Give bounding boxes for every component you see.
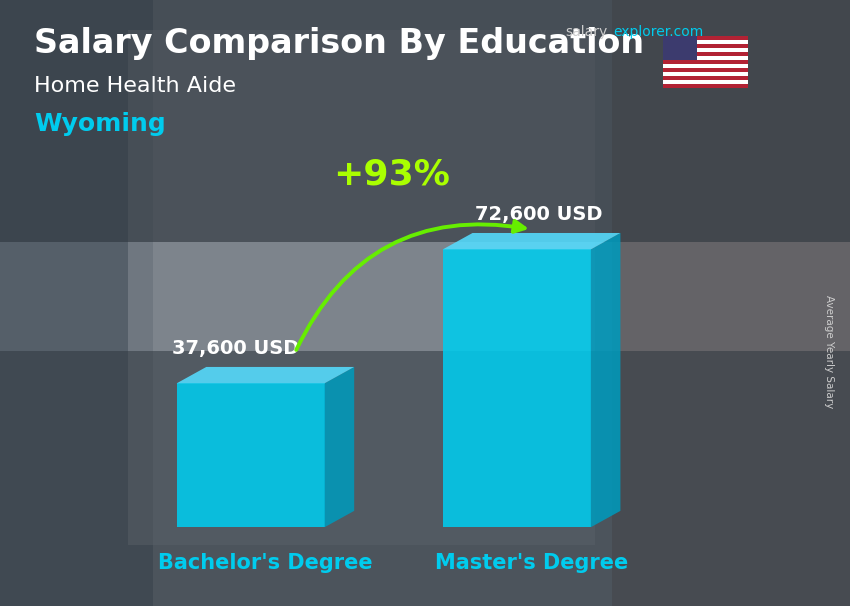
Text: Home Health Aide: Home Health Aide	[34, 76, 236, 96]
Text: Average Yearly Salary: Average Yearly Salary	[824, 295, 834, 408]
Text: Master's Degree: Master's Degree	[435, 553, 628, 573]
Bar	[663, 41, 748, 44]
Bar	[663, 68, 748, 72]
Bar	[663, 36, 697, 60]
Polygon shape	[177, 384, 325, 527]
Bar	[0, 351, 850, 606]
Bar	[0, 0, 153, 606]
Bar	[612, 0, 850, 606]
Text: 72,600 USD: 72,600 USD	[475, 205, 603, 224]
Text: explorer.com: explorer.com	[614, 25, 704, 39]
Bar	[663, 44, 748, 48]
Bar	[663, 76, 748, 80]
Polygon shape	[591, 233, 620, 527]
Polygon shape	[443, 249, 591, 527]
Text: Bachelor's Degree: Bachelor's Degree	[158, 553, 373, 573]
Polygon shape	[325, 367, 354, 527]
Bar	[663, 80, 748, 84]
Bar	[663, 72, 748, 76]
Text: salary: salary	[565, 25, 608, 39]
Text: 37,600 USD: 37,600 USD	[173, 339, 299, 358]
Bar	[663, 60, 748, 64]
Polygon shape	[177, 367, 354, 384]
Text: Wyoming: Wyoming	[34, 112, 166, 136]
Bar	[128, 30, 595, 545]
Text: +93%: +93%	[332, 158, 450, 192]
Text: Salary Comparison By Education: Salary Comparison By Education	[34, 27, 644, 60]
Bar	[663, 48, 748, 52]
Bar	[0, 0, 850, 242]
Bar	[663, 64, 748, 68]
Bar	[663, 52, 748, 56]
Bar	[663, 84, 748, 88]
Polygon shape	[443, 233, 620, 249]
Bar	[663, 36, 748, 41]
Bar	[663, 56, 748, 60]
